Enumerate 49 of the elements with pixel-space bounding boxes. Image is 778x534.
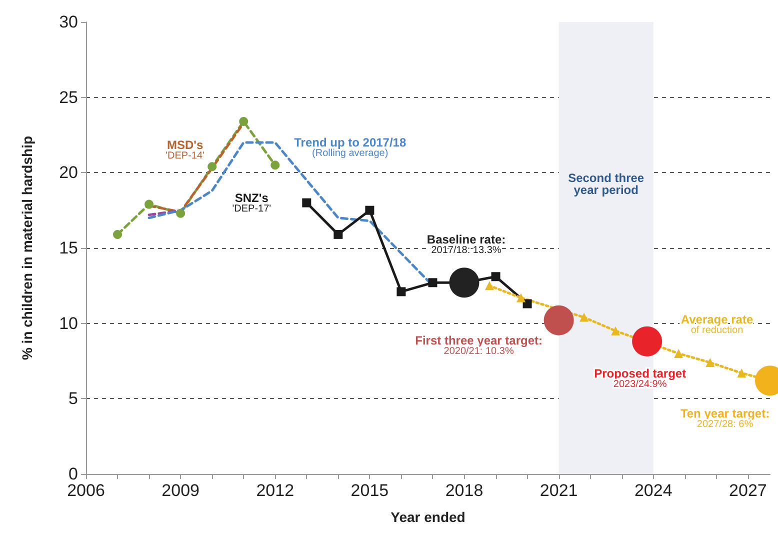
x-axis-title: Year ended: [390, 509, 466, 525]
data-label: Proposed target 2023/24:9%: [594, 366, 686, 390]
point: [396, 287, 406, 296]
x-tick-label: 2012: [256, 481, 294, 500]
y-tick-label: 5: [68, 389, 78, 408]
point: [449, 268, 480, 298]
point: [491, 272, 500, 282]
text: SNZ's 'DEP-17': [232, 190, 272, 214]
data-label: Baseline rate: 2017/18: 13.3%: [426, 232, 506, 256]
y-tick-label: 30: [59, 12, 78, 32]
x-tick-label: 2015: [350, 481, 389, 500]
y-tick-label: 10: [59, 314, 78, 333]
y-axis-title: % in children in material hardship: [19, 136, 35, 360]
data-label: Ten year target: 2027/28: 6%: [680, 406, 770, 430]
y-tick-label: 20: [59, 163, 78, 182]
x-tick-label: 2006: [67, 481, 105, 500]
x-tick-label: 2009: [162, 481, 200, 500]
point: [516, 293, 526, 302]
point: [144, 200, 154, 209]
point: [580, 312, 589, 322]
x-tick-label: 2024: [634, 481, 672, 500]
point: [522, 299, 532, 308]
series-label: Trend up to 2017/18 (Rolling average): [294, 136, 406, 160]
y-tick-label: 0: [68, 464, 78, 484]
point: [113, 230, 122, 239]
series-label: Average rate of reduction: [680, 312, 754, 336]
point: [302, 198, 312, 208]
point: [239, 116, 248, 126]
data-label: First three year target: 2020/21: 10.3%: [415, 333, 543, 357]
band-label: Second three year period: [568, 171, 644, 197]
x-tick-label: 2018: [445, 481, 484, 500]
point: [176, 208, 186, 218]
point: [208, 162, 217, 172]
point: [484, 281, 494, 290]
point: [674, 348, 684, 358]
x-tick-label: 2021: [540, 481, 578, 500]
point: [611, 326, 620, 336]
point: [737, 368, 746, 378]
y-tick-label: 15: [59, 238, 78, 258]
point: [365, 206, 374, 215]
point: [706, 358, 715, 368]
point: [632, 326, 662, 356]
point: [334, 230, 343, 239]
point: [544, 305, 574, 336]
y-tick-label: 25: [59, 88, 78, 107]
series-label: MSD's 'DEP-14': [166, 138, 205, 162]
point: [428, 278, 438, 288]
point: [270, 160, 280, 170]
x-tick-label: 2027: [729, 481, 767, 500]
